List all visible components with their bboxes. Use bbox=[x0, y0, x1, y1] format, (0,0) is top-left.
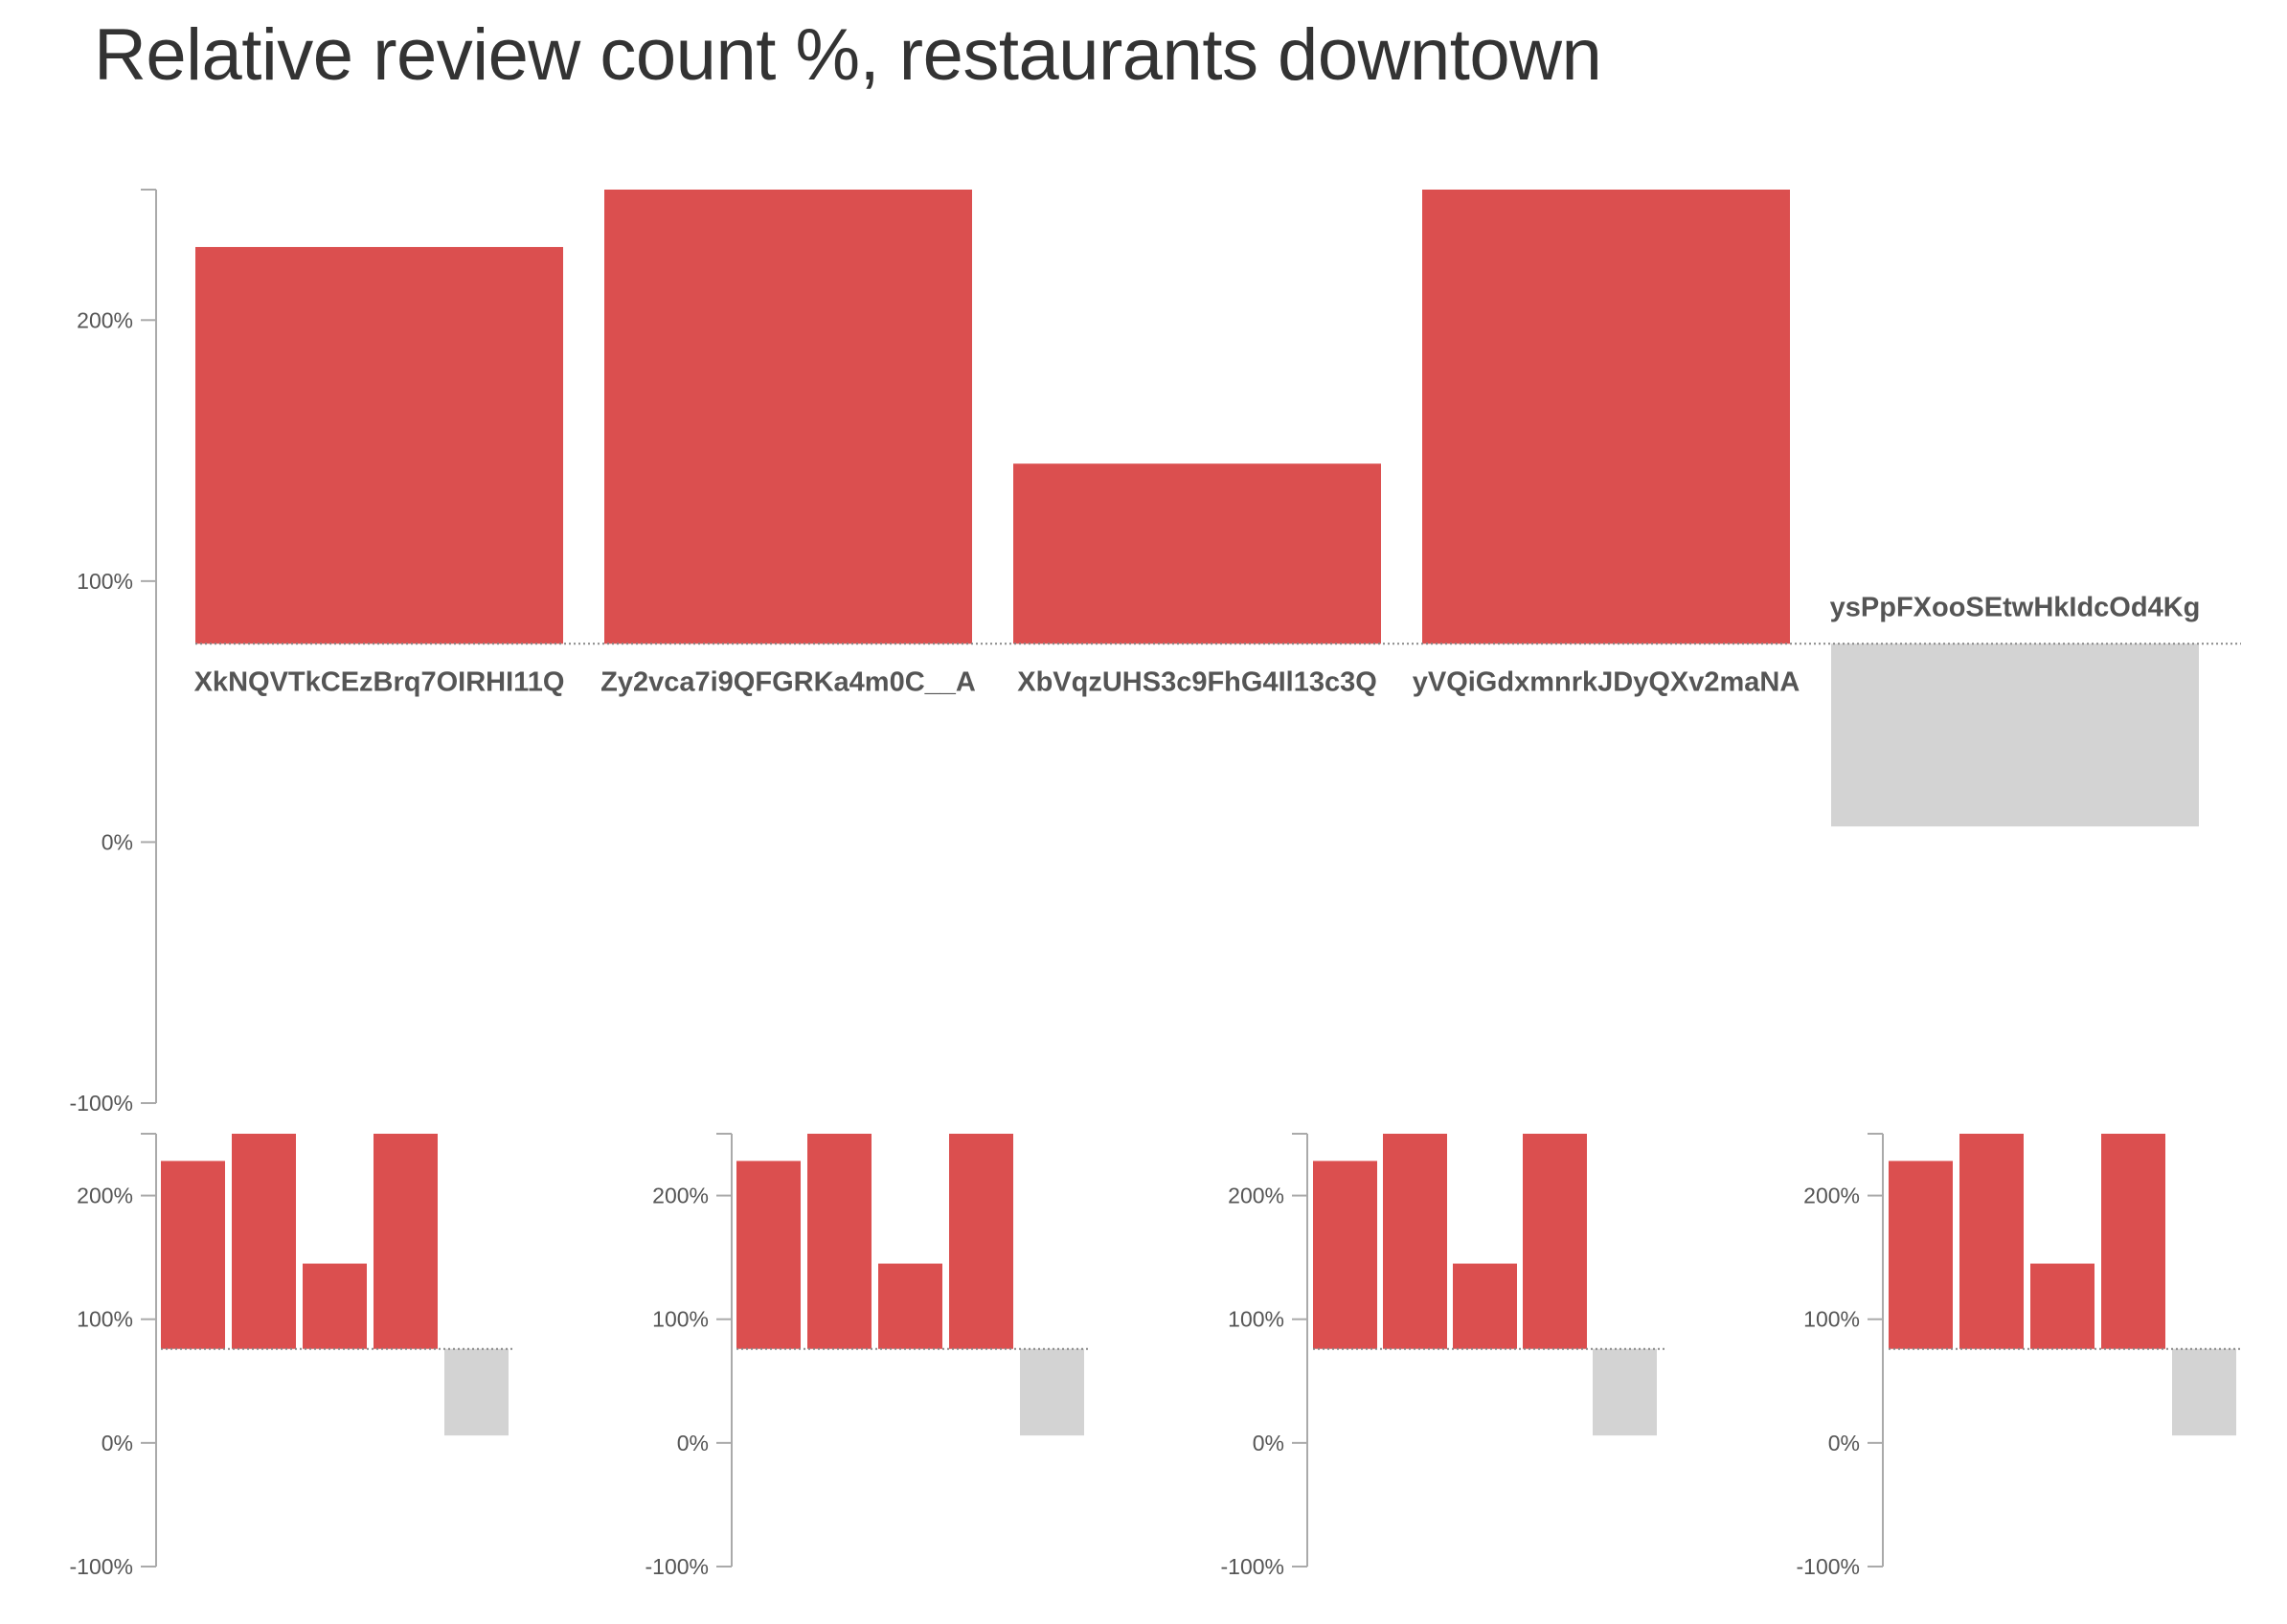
y-tick-label: 200% bbox=[1803, 1184, 1860, 1208]
bar bbox=[161, 1161, 225, 1349]
bar bbox=[303, 1263, 367, 1349]
y-tick-label: -100% bbox=[1221, 1554, 1284, 1579]
bar bbox=[444, 1348, 509, 1436]
bar bbox=[1453, 1263, 1517, 1349]
y-tick-label: 0% bbox=[1253, 1431, 1284, 1455]
bar bbox=[2030, 1263, 2095, 1349]
bar bbox=[1020, 1348, 1084, 1436]
y-tick-label: 100% bbox=[652, 1307, 709, 1332]
bar bbox=[374, 1134, 438, 1349]
bar bbox=[878, 1263, 942, 1349]
chart-title: Relative review count %, restaurants dow… bbox=[94, 14, 1602, 96]
y-tick-label: 200% bbox=[77, 307, 133, 332]
y-tick-label: 0% bbox=[677, 1431, 709, 1455]
y-tick-label: 200% bbox=[77, 1184, 133, 1208]
bar bbox=[1523, 1134, 1587, 1349]
bar bbox=[2101, 1134, 2165, 1349]
y-tick-label: 0% bbox=[1828, 1431, 1860, 1455]
bar bbox=[1313, 1161, 1377, 1349]
bar bbox=[949, 1134, 1013, 1349]
category-label: XbVqzUHS3c9FhG4Il13c3Q bbox=[1017, 666, 1377, 697]
category-label: yVQiGdxmnrkJDyQXv2maNA bbox=[1413, 666, 1800, 697]
bar bbox=[1383, 1134, 1447, 1349]
bar bbox=[807, 1134, 872, 1349]
bar bbox=[736, 1161, 801, 1349]
bar bbox=[232, 1134, 296, 1349]
y-tick-label: 0% bbox=[102, 829, 133, 854]
y-tick-label: -100% bbox=[70, 1554, 133, 1579]
y-tick-label: 0% bbox=[102, 1431, 133, 1455]
y-tick-label: -100% bbox=[1797, 1554, 1860, 1579]
y-tick-label: 100% bbox=[77, 1307, 133, 1332]
bar bbox=[195, 246, 563, 644]
y-tick-label: 100% bbox=[1228, 1307, 1284, 1332]
bar bbox=[1422, 190, 1790, 644]
bar bbox=[1831, 643, 2199, 827]
y-tick-label: 100% bbox=[1803, 1307, 1860, 1332]
bar bbox=[604, 190, 972, 644]
y-tick-label: 100% bbox=[77, 569, 133, 594]
bar bbox=[1959, 1134, 2024, 1349]
category-label: ysPpFXooSEtwHkIdcOd4Kg bbox=[1830, 592, 2201, 622]
category-label: Zy2vca7i9QFGRKa4m0C__A bbox=[600, 666, 976, 697]
y-tick-label: -100% bbox=[645, 1554, 709, 1579]
bar bbox=[1889, 1161, 1953, 1349]
category-label: XkNQVTkCEzBrq7OIRHI11Q bbox=[194, 666, 565, 697]
y-tick-label: 200% bbox=[1228, 1184, 1284, 1208]
bar bbox=[1013, 463, 1381, 644]
y-tick-label: 200% bbox=[652, 1184, 709, 1208]
bar bbox=[2172, 1348, 2236, 1436]
y-tick-label: -100% bbox=[70, 1091, 133, 1116]
bar bbox=[1593, 1348, 1657, 1436]
